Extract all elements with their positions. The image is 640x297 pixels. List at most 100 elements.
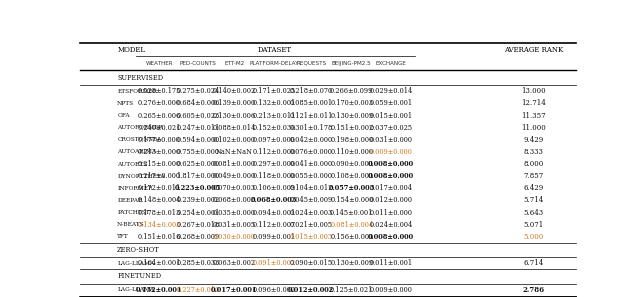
Text: MODEL: MODEL	[117, 46, 145, 54]
Text: 0.266±0.099: 0.266±0.099	[330, 87, 374, 95]
Text: 0.024±0.003: 0.024±0.003	[289, 208, 333, 217]
Text: WEATHER: WEATHER	[145, 61, 173, 66]
Text: 0.132±0.001: 0.132±0.001	[136, 286, 182, 294]
Text: 0.276±0.000: 0.276±0.000	[138, 99, 181, 108]
Text: INFORMER: INFORMER	[117, 186, 153, 191]
Text: ETSFORMER: ETSFORMER	[117, 89, 157, 94]
Text: 0.594±0.000: 0.594±0.000	[177, 136, 220, 144]
Text: 0.145±0.001: 0.145±0.001	[330, 208, 374, 217]
Text: 11.357: 11.357	[522, 112, 546, 120]
Text: 0.139±0.000: 0.139±0.000	[212, 99, 256, 108]
Text: 0.106±0.009: 0.106±0.009	[253, 184, 296, 192]
Text: 8.333: 8.333	[524, 148, 544, 156]
Text: 0.096±0.002: 0.096±0.002	[253, 286, 296, 294]
Text: 0.130±0.006: 0.130±0.006	[212, 112, 256, 120]
Text: 0.031±0.005: 0.031±0.005	[212, 221, 256, 229]
Text: 0.021±0.005: 0.021±0.005	[289, 221, 333, 229]
Text: BEIJING-PM2.5: BEIJING-PM2.5	[332, 61, 372, 66]
Text: 0.130±0.009: 0.130±0.009	[330, 112, 373, 120]
Text: 0.625±0.000: 0.625±0.000	[177, 160, 220, 168]
Text: DEEPAR: DEEPAR	[117, 198, 143, 203]
Text: ZERO-SHOT: ZERO-SHOT	[117, 246, 160, 254]
Text: 6.714: 6.714	[524, 259, 544, 267]
Text: 0.099±0.001: 0.099±0.001	[253, 233, 296, 241]
Text: 0.030±0.000: 0.030±0.000	[213, 233, 256, 241]
Text: 0.217±0.000: 0.217±0.000	[138, 172, 181, 180]
Text: 0.267±0.018: 0.267±0.018	[177, 221, 220, 229]
Text: 0.213±0.000: 0.213±0.000	[138, 148, 181, 156]
Text: 0.130±0.009: 0.130±0.009	[330, 259, 373, 267]
Text: PED-COUNTS: PED-COUNTS	[180, 61, 216, 66]
Text: 0.015±0.003: 0.015±0.003	[289, 233, 333, 241]
Text: 0.110±0.000: 0.110±0.000	[330, 148, 373, 156]
Text: 0.154±0.000: 0.154±0.000	[330, 196, 373, 204]
Text: 0.012±0.000: 0.012±0.000	[369, 196, 413, 204]
Text: 0.227±0.010: 0.227±0.010	[177, 286, 220, 294]
Text: AUTOETS: AUTOETS	[117, 162, 147, 167]
Text: 5.714: 5.714	[524, 196, 544, 204]
Text: 11.000: 11.000	[522, 124, 546, 132]
Text: 0.070±0.003: 0.070±0.003	[213, 184, 256, 192]
Text: 5.000: 5.000	[524, 233, 544, 241]
Text: 0.215±0.000: 0.215±0.000	[138, 160, 181, 168]
Text: 0.009±0.000: 0.009±0.000	[369, 148, 412, 156]
Text: 0.068±0.003: 0.068±0.003	[212, 196, 256, 204]
Text: 2.786: 2.786	[523, 286, 545, 294]
Text: 0.172±0.011: 0.172±0.011	[138, 184, 181, 192]
Text: 0.275±0.024: 0.275±0.024	[177, 87, 220, 95]
Text: LAG-LLAMA: LAG-LLAMA	[117, 261, 154, 266]
Text: DATASET: DATASET	[258, 46, 292, 54]
Text: 0.035±0.000: 0.035±0.000	[212, 208, 256, 217]
Text: 0.134±0.003: 0.134±0.003	[138, 221, 181, 229]
Text: 0.213±0.011: 0.213±0.011	[253, 112, 296, 120]
Text: 0.254±0.001: 0.254±0.001	[177, 208, 220, 217]
Text: CROSTONSBA: CROSTONSBA	[117, 137, 161, 142]
Text: NaN±NaN: NaN±NaN	[216, 148, 253, 156]
Text: 0.008±0.000: 0.008±0.000	[368, 233, 414, 241]
Text: 0.041±0.000: 0.041±0.000	[289, 160, 333, 168]
Text: 0.223±0.005: 0.223±0.005	[175, 184, 221, 192]
Text: OFA: OFA	[117, 113, 130, 118]
Text: 0.112±0.000: 0.112±0.000	[253, 148, 296, 156]
Text: DYNOPTTHETA: DYNOPTTHETA	[117, 174, 165, 179]
Text: 0.017±0.004: 0.017±0.004	[369, 184, 413, 192]
Text: 0.605±0.023: 0.605±0.023	[177, 112, 220, 120]
Text: 0.045±0.009: 0.045±0.009	[289, 196, 333, 204]
Text: 0.037±0.025: 0.037±0.025	[369, 124, 413, 132]
Text: 0.011±0.000: 0.011±0.000	[369, 208, 413, 217]
Text: 0.240±0.021: 0.240±0.021	[138, 124, 181, 132]
Text: 0.170±0.003: 0.170±0.003	[330, 99, 373, 108]
Text: ETT-M2: ETT-M2	[224, 61, 244, 66]
Text: LAG-LLAMA: LAG-LLAMA	[117, 287, 154, 292]
Text: 0.152±0.030: 0.152±0.030	[253, 124, 296, 132]
Text: AUTOARIMA: AUTOARIMA	[117, 149, 156, 154]
Text: 0.031±0.000: 0.031±0.000	[369, 136, 413, 144]
Text: 0.102±0.000: 0.102±0.000	[212, 136, 256, 144]
Text: 7.857: 7.857	[524, 172, 544, 180]
Text: 0.121±0.011: 0.121±0.011	[289, 112, 333, 120]
Text: REQUESTS: REQUESTS	[296, 61, 326, 66]
Text: 5.643: 5.643	[524, 208, 544, 217]
Text: AUTOFORMER: AUTOFORMER	[117, 125, 163, 130]
Text: 0.125±0.021: 0.125±0.021	[330, 286, 374, 294]
Text: 0.008±0.000: 0.008±0.000	[368, 172, 414, 180]
Text: 0.059±0.001: 0.059±0.001	[369, 99, 413, 108]
Text: 0.178±0.013: 0.178±0.013	[138, 208, 181, 217]
Text: NPTS: NPTS	[117, 101, 134, 106]
Text: 0.755±0.000: 0.755±0.000	[177, 148, 220, 156]
Text: 0.012±0.002: 0.012±0.002	[288, 286, 334, 294]
Text: 0.301±0.178: 0.301±0.178	[289, 124, 333, 132]
Text: 0.008±0.000: 0.008±0.000	[368, 160, 414, 168]
Text: 0.164±0.001: 0.164±0.001	[138, 259, 181, 267]
Text: 0.029±0.014: 0.029±0.014	[369, 87, 413, 95]
Text: 0.104±0.012: 0.104±0.012	[289, 184, 333, 192]
Text: 0.265±0.006: 0.265±0.006	[138, 112, 181, 120]
Text: 0.094±0.001: 0.094±0.001	[253, 208, 296, 217]
Text: 0.042±0.000: 0.042±0.000	[289, 136, 333, 144]
Text: 0.081±0.004: 0.081±0.004	[330, 221, 373, 229]
Text: 0.528±0.175: 0.528±0.175	[138, 87, 181, 95]
Text: 12.714: 12.714	[522, 99, 546, 108]
Text: 0.140±0.002: 0.140±0.002	[212, 87, 256, 95]
Text: 0.684±0.006: 0.684±0.006	[177, 99, 220, 108]
Text: PLATFORM-DELAY: PLATFORM-DELAY	[250, 61, 300, 66]
